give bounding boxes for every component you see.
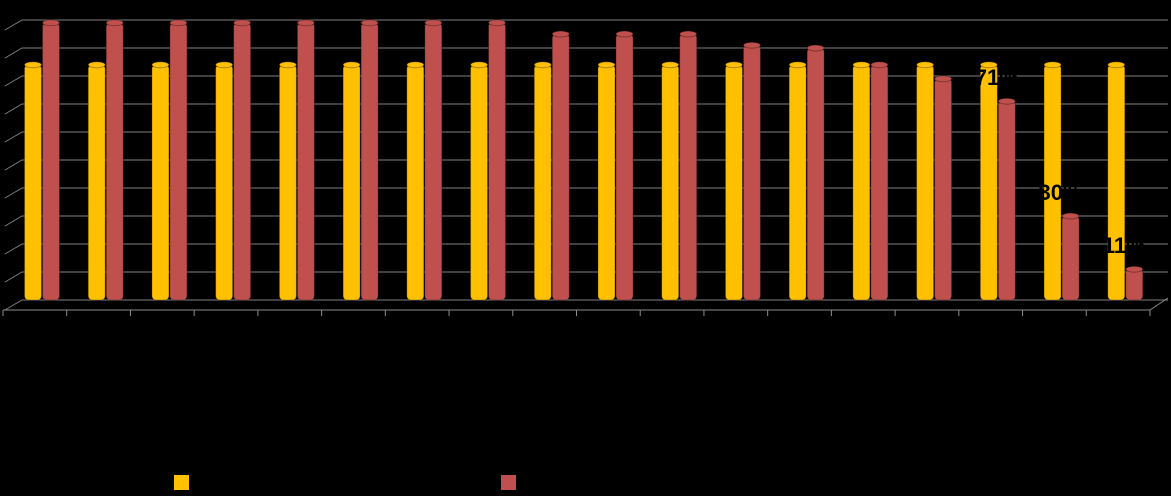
- bar-top: [1125, 265, 1144, 273]
- bar-top: [24, 61, 42, 69]
- bar: [42, 22, 60, 301]
- bar-top: [997, 97, 1016, 105]
- bar-top: [788, 61, 807, 69]
- grid-line: [4, 215, 1168, 227]
- bar: [1107, 64, 1126, 301]
- bar-top: [1043, 61, 1062, 69]
- bar: [105, 22, 124, 301]
- bar: [406, 64, 425, 301]
- bar: [488, 22, 507, 301]
- bar-top: [360, 19, 379, 27]
- grid-line: [4, 159, 1168, 171]
- data-label: 11%: [1103, 233, 1146, 258]
- bar-top: [661, 61, 680, 69]
- bar-top: [597, 61, 616, 69]
- bar-top: [424, 19, 443, 27]
- bar: [87, 64, 106, 301]
- bar-top: [151, 61, 170, 69]
- bar-top: [342, 61, 361, 69]
- legend-swatch: [501, 475, 516, 490]
- bar: [278, 64, 297, 301]
- bar: [852, 64, 871, 301]
- bar: [679, 33, 698, 301]
- bar-top: [169, 19, 188, 27]
- bar: [615, 33, 634, 301]
- bar: [360, 22, 379, 301]
- bar-top: [296, 19, 315, 27]
- grid-line: [4, 103, 1168, 115]
- bar: [151, 64, 170, 301]
- bar-top: [87, 61, 106, 69]
- grid-line: [4, 47, 1168, 59]
- bar-top: [870, 61, 889, 69]
- bar: [342, 64, 361, 301]
- bar-top: [470, 61, 489, 69]
- bar-top: [233, 19, 252, 27]
- bar: [233, 22, 252, 301]
- bar: [934, 78, 953, 301]
- data-label: 30%: [1039, 180, 1083, 205]
- bar: [215, 64, 234, 301]
- bar-top: [916, 61, 935, 69]
- legend-swatch: [174, 475, 189, 490]
- bar-top: [406, 61, 425, 69]
- grid-line: [4, 19, 1168, 31]
- grid-line: [4, 299, 1168, 311]
- x-axis-depth: [1149, 297, 1169, 311]
- bar-top: [742, 41, 761, 49]
- grid-line: [4, 187, 1168, 199]
- bar-top: [724, 61, 743, 69]
- bar-top: [533, 61, 552, 69]
- grid-line: [4, 75, 1168, 87]
- bar-top: [806, 44, 825, 52]
- bar: [1125, 268, 1144, 301]
- bar: [724, 64, 743, 301]
- bar: [551, 33, 570, 301]
- bar: [533, 64, 552, 301]
- grid-line: [4, 131, 1168, 143]
- bar-top: [215, 61, 234, 69]
- bar-top: [679, 30, 698, 38]
- grid-line: [4, 271, 1168, 283]
- bar: [979, 64, 998, 301]
- bar: [1061, 215, 1080, 301]
- bar: [870, 64, 889, 301]
- bar: [169, 22, 188, 301]
- bar-top: [488, 19, 507, 27]
- bar-top: [1107, 61, 1126, 69]
- bar: [788, 64, 807, 301]
- data-label: 71%: [975, 65, 1019, 90]
- bar: [24, 64, 42, 301]
- bar: [470, 64, 489, 301]
- bar-top: [979, 61, 998, 69]
- grid-line: [4, 243, 1168, 255]
- bar: [296, 22, 315, 301]
- bar-top: [852, 61, 871, 69]
- bar-top: [278, 61, 297, 69]
- bar: [742, 44, 761, 301]
- bar-top: [615, 30, 634, 38]
- bar-top: [1061, 212, 1080, 220]
- bar-top: [934, 75, 953, 83]
- bar: [997, 100, 1016, 301]
- bar-top: [42, 19, 60, 27]
- bar: [916, 64, 935, 301]
- bar-top: [105, 19, 124, 27]
- bar: [806, 47, 825, 301]
- bar-top: [551, 30, 570, 38]
- bar: [424, 22, 443, 301]
- bar: [597, 64, 616, 301]
- bar: [661, 64, 680, 301]
